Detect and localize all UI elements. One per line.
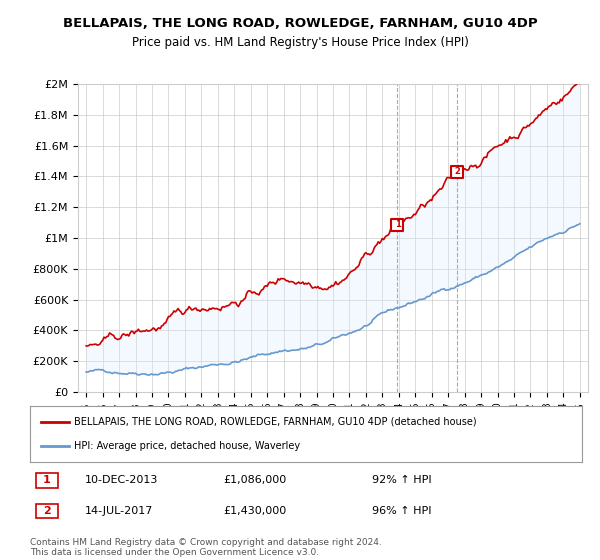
FancyBboxPatch shape bbox=[35, 473, 58, 488]
Text: BELLAPAIS, THE LONG ROAD, ROWLEDGE, FARNHAM, GU10 4DP (detached house): BELLAPAIS, THE LONG ROAD, ROWLEDGE, FARN… bbox=[74, 417, 477, 427]
Text: 2: 2 bbox=[43, 506, 50, 516]
Text: 10-DEC-2013: 10-DEC-2013 bbox=[85, 475, 158, 485]
Text: BELLAPAIS, THE LONG ROAD, ROWLEDGE, FARNHAM, GU10 4DP: BELLAPAIS, THE LONG ROAD, ROWLEDGE, FARN… bbox=[62, 17, 538, 30]
Text: £1,086,000: £1,086,000 bbox=[223, 475, 286, 485]
Point bbox=[392, 220, 402, 229]
Point bbox=[452, 167, 462, 176]
FancyBboxPatch shape bbox=[35, 503, 58, 519]
Text: £1,430,000: £1,430,000 bbox=[223, 506, 286, 516]
Text: 1: 1 bbox=[395, 220, 400, 229]
Text: Contains HM Land Registry data © Crown copyright and database right 2024.
This d: Contains HM Land Registry data © Crown c… bbox=[30, 538, 382, 557]
Text: Price paid vs. HM Land Registry's House Price Index (HPI): Price paid vs. HM Land Registry's House … bbox=[131, 36, 469, 49]
Text: 2: 2 bbox=[454, 167, 460, 176]
Text: 14-JUL-2017: 14-JUL-2017 bbox=[85, 506, 154, 516]
Text: 92% ↑ HPI: 92% ↑ HPI bbox=[372, 475, 432, 485]
Text: 1: 1 bbox=[43, 475, 50, 485]
Text: 96% ↑ HPI: 96% ↑ HPI bbox=[372, 506, 432, 516]
Text: HPI: Average price, detached house, Waverley: HPI: Average price, detached house, Wave… bbox=[74, 441, 300, 451]
